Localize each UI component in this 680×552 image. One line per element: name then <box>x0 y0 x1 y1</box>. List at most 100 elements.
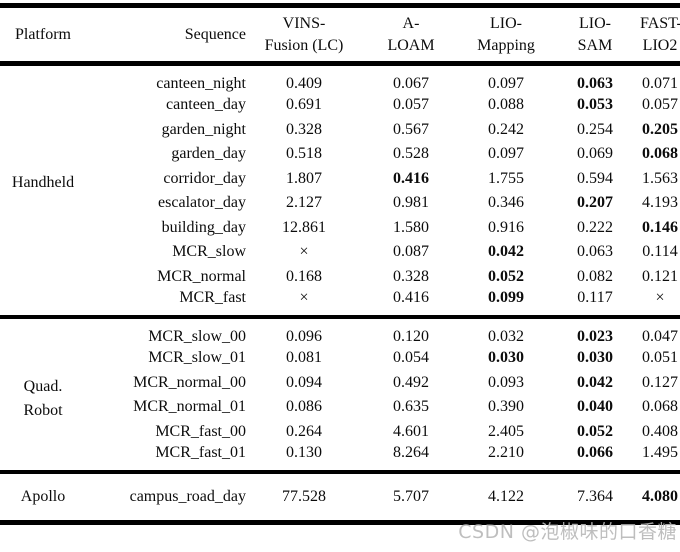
value-cell: 0.053 <box>577 96 613 114</box>
value-cell: 0.416 <box>393 289 429 306</box>
value-cell: 0.635 <box>393 398 429 416</box>
header-line: Fusion (LC) <box>264 36 344 54</box>
failure-mark: × <box>655 289 665 306</box>
table-row: MCR_normal_01 0.086 0.635 0.390 0.040 0.068 <box>0 395 680 420</box>
sequence-label: MCR_slow_01 <box>148 349 246 367</box>
platform-label-line: Robot <box>23 402 63 419</box>
header-line: SAM <box>577 36 613 54</box>
value-cell: 0.057 <box>642 96 678 114</box>
value-cell: 0.057 <box>393 96 429 114</box>
header-line: LIO2 <box>642 36 678 54</box>
header-line: FAST- <box>640 14 680 32</box>
value-cell: 1.580 <box>393 218 429 236</box>
value-cell: 0.207 <box>577 194 613 212</box>
sequence-label: escalator_day <box>158 194 246 212</box>
table-row: MCR_fast × 0.416 0.099 0.117 × <box>0 289 680 317</box>
value-cell: 0.409 <box>286 75 322 92</box>
value-cell: 0.066 <box>577 444 613 461</box>
value-cell: 0.264 <box>286 422 322 440</box>
value-cell: 0.069 <box>577 145 613 163</box>
value-cell: 1.807 <box>286 169 322 187</box>
value-cell: 0.518 <box>286 145 322 163</box>
value-cell: 1.563 <box>642 169 678 187</box>
failure-mark: × <box>299 289 309 306</box>
value-cell: 0.127 <box>642 373 678 391</box>
value-cell: 0.328 <box>393 267 429 285</box>
column-header-fast-lio2: FAST- LIO2 <box>640 6 680 64</box>
sequence-label: corridor_day <box>163 169 246 187</box>
value-cell: 0.416 <box>393 169 429 187</box>
header-line: A- <box>402 14 420 32</box>
value-cell: 2.210 <box>488 444 524 461</box>
header-row: Platform Sequence VINS- Fusion (LC) A- L… <box>0 6 680 64</box>
value-cell: 2.405 <box>488 422 524 440</box>
value-cell: 0.097 <box>488 145 524 163</box>
value-cell: 0.981 <box>393 194 429 212</box>
value-cell: 0.068 <box>642 398 678 416</box>
value-cell: 0.068 <box>642 145 678 163</box>
value-cell: 0.121 <box>642 267 678 285</box>
value-cell: 0.051 <box>642 349 678 367</box>
value-cell: 0.088 <box>488 96 524 114</box>
value-cell: 0.114 <box>642 243 678 261</box>
table-row: corridor_day 1.807 0.416 1.755 0.594 1.563 <box>0 167 680 192</box>
column-header-a-loam: A- LOAM <box>360 6 462 64</box>
value-cell: 0.023 <box>577 328 613 345</box>
value-cell: 4.122 <box>488 488 524 505</box>
platform-label: Handheld <box>0 64 86 318</box>
failure-mark: × <box>299 243 309 261</box>
table-row: MCR_slow × 0.087 0.042 0.063 0.114 <box>0 240 680 265</box>
platform-label-line: Quad. <box>23 378 63 395</box>
value-cell: 0.063 <box>577 243 613 261</box>
value-cell: 0.086 <box>286 398 322 416</box>
platform-label: Apollo <box>0 472 86 523</box>
column-header-platform: Platform <box>15 25 71 43</box>
value-cell: 5.707 <box>393 488 429 505</box>
value-cell: 0.408 <box>642 422 678 440</box>
table-section-quad-robot: Quad. Robot MCR_slow_00 0.096 0.120 0.032 0.02… <box>0 317 680 472</box>
value-cell: 0.087 <box>393 243 429 261</box>
table-row: MCR_normal 0.168 0.328 0.052 0.082 0.121 <box>0 265 680 290</box>
value-cell: 0.067 <box>393 75 429 92</box>
table-row: MCR_fast_01 0.130 8.264 2.210 0.066 1.495 <box>0 444 680 472</box>
column-header-lio-sam: LIO- SAM <box>550 6 640 64</box>
table-row: garden_day 0.518 0.528 0.097 0.069 0.068 <box>0 142 680 167</box>
value-cell: 7.364 <box>577 488 613 505</box>
table-row: Handheld canteen_night 0.409 0.067 0.097 0.06… <box>0 64 680 191</box>
sequence-label: garden_day <box>171 145 246 163</box>
value-cell: 0.030 <box>577 349 613 367</box>
value-cell: 0.594 <box>577 169 613 187</box>
sequence-label: MCR_slow_00 <box>148 328 246 345</box>
table-header: Platform Sequence VINS- Fusion (LC) A- L… <box>0 6 680 64</box>
value-cell: 0.094 <box>286 373 322 391</box>
value-cell: 0.081 <box>286 349 322 367</box>
value-cell: 0.146 <box>642 218 678 236</box>
value-cell: 0.052 <box>488 267 524 285</box>
value-cell: 0.093 <box>488 373 524 391</box>
header-line: Mapping <box>477 36 535 54</box>
value-cell: 2.127 <box>286 194 322 212</box>
table-row: building_day 12.861 1.580 0.916 0.222 0.146 <box>0 216 680 241</box>
value-cell: 0.567 <box>393 120 429 138</box>
value-cell: 0.063 <box>577 75 613 92</box>
value-cell: 0.916 <box>488 218 524 236</box>
sequence-label: MCR_fast_01 <box>155 444 246 461</box>
value-cell: 0.047 <box>642 328 678 345</box>
header-line: LIO- <box>490 14 522 32</box>
table-row: MCR_fast_00 0.264 4.601 2.405 0.052 0.408 <box>0 420 680 445</box>
value-cell: 0.168 <box>286 267 322 285</box>
sequence-label: MCR_fast <box>179 289 246 306</box>
value-cell: 0.054 <box>393 349 429 367</box>
value-cell: 0.120 <box>393 328 429 345</box>
value-cell: 4.601 <box>393 422 429 440</box>
column-header-lio-mapping: LIO- Mapping <box>462 6 550 64</box>
platform-label-line: Handheld <box>11 174 75 191</box>
header-line: VINS- <box>282 14 326 32</box>
value-cell: 0.071 <box>642 75 678 92</box>
value-cell: 1.755 <box>488 169 524 187</box>
table-section-handheld: Handheld canteen_night 0.409 0.067 0.097 0.06… <box>0 64 680 317</box>
value-cell: 0.254 <box>577 120 613 138</box>
header-line: LIO- <box>579 14 611 32</box>
sequence-label: garden_night <box>161 120 246 138</box>
table-row: MCR_normal_00 0.094 0.492 0.093 0.042 0.127 <box>0 371 680 396</box>
